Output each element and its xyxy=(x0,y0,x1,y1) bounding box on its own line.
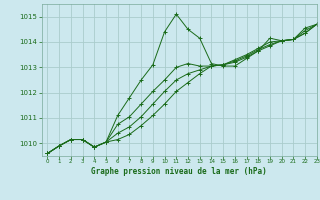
X-axis label: Graphe pression niveau de la mer (hPa): Graphe pression niveau de la mer (hPa) xyxy=(91,167,267,176)
